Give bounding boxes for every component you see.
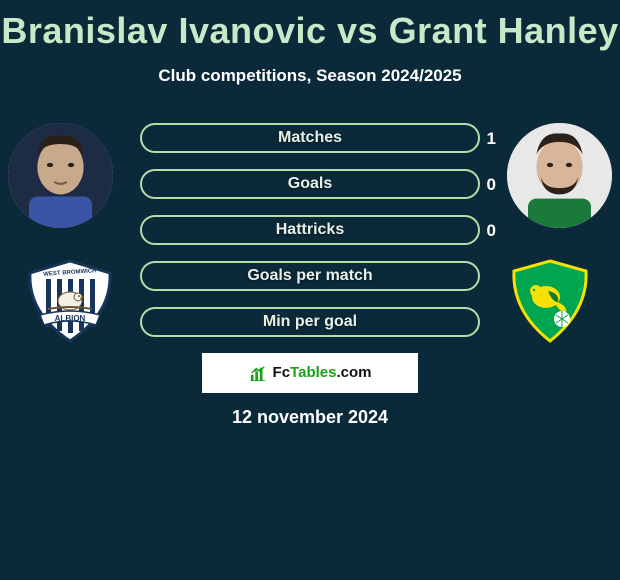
stat-label: Min per goal bbox=[263, 313, 357, 331]
player-photo-left bbox=[8, 123, 113, 228]
date-text: 12 november 2024 bbox=[0, 407, 620, 428]
norwich-badge-svg bbox=[506, 257, 594, 345]
page-title: Branislav Ivanovic vs Grant Hanley bbox=[0, 0, 620, 52]
stat-row-goals-per-match: Goals per match bbox=[140, 261, 480, 291]
stat-label: Hattricks bbox=[276, 221, 344, 239]
stat-right-value: 1 bbox=[487, 129, 496, 149]
player-photo-right-svg bbox=[507, 123, 612, 228]
brand-text: FcTables.com bbox=[273, 364, 372, 382]
player-photo-right bbox=[507, 123, 612, 228]
page-subtitle: Club competitions, Season 2024/2025 bbox=[0, 66, 620, 86]
stat-label: Goals bbox=[288, 175, 332, 193]
stat-label: Matches bbox=[278, 129, 342, 147]
stat-row-min-per-goal: Min per goal bbox=[140, 307, 480, 337]
brand-part-b: Tables bbox=[290, 364, 336, 381]
chart-icon bbox=[249, 364, 267, 382]
stat-label: Goals per match bbox=[247, 267, 372, 285]
club-badge-left: WEST BROMWICH ALBION bbox=[20, 257, 120, 345]
wba-badge-svg: WEST BROMWICH ALBION bbox=[20, 257, 120, 345]
stat-rows: Matches 1 Goals 0 Hattricks 0 Goals per … bbox=[140, 123, 480, 353]
stat-row-matches: Matches 1 bbox=[140, 123, 480, 153]
svg-text:ALBION: ALBION bbox=[55, 314, 86, 323]
brand-part-c: .com bbox=[336, 364, 371, 381]
player-photo-left-svg bbox=[8, 123, 113, 228]
stat-right-value: 0 bbox=[487, 221, 496, 241]
brand-box: FcTables.com bbox=[202, 353, 418, 393]
brand-part-a: Fc bbox=[273, 364, 291, 381]
stat-row-hattricks: Hattricks 0 bbox=[140, 215, 480, 245]
stat-row-goals: Goals 0 bbox=[140, 169, 480, 199]
stat-right-value: 0 bbox=[487, 175, 496, 195]
club-badge-right bbox=[500, 257, 600, 345]
